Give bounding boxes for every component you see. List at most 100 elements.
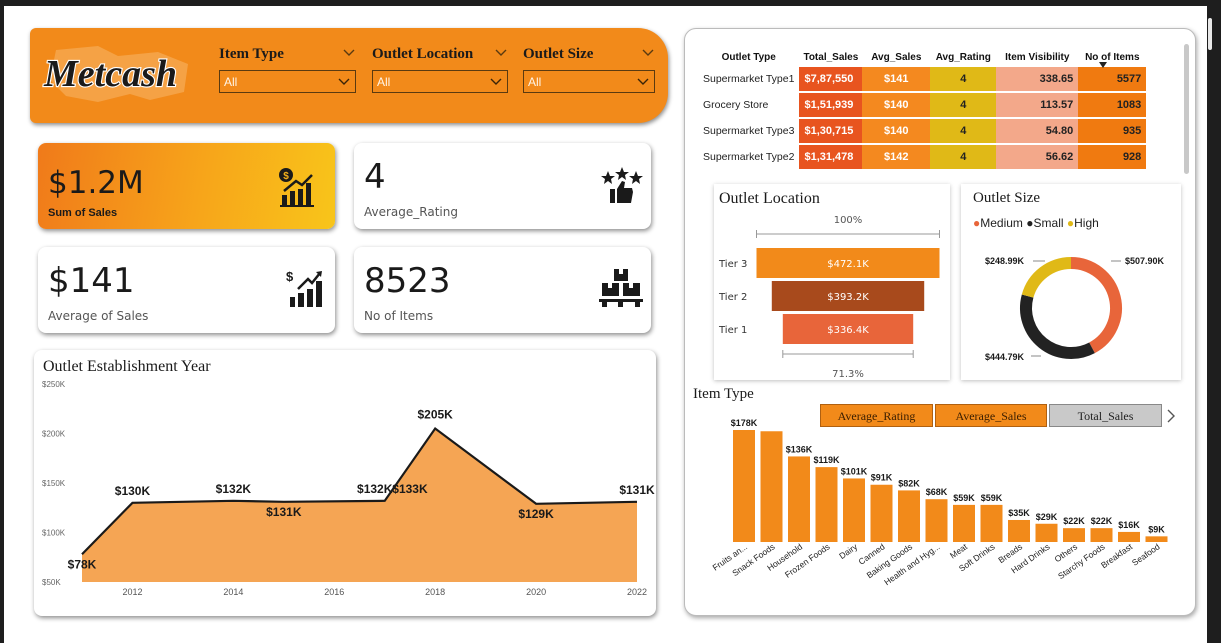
data-label: $132K: [216, 482, 252, 496]
kpi-sales-label: Sum of Sales: [48, 207, 118, 219]
matrix-row[interactable]: Grocery Store $1,51,939 $140 4 113.57 1083: [698, 93, 1147, 117]
matrix-cell: 113.57: [996, 93, 1079, 117]
kpi-sum-of-sales: $1.2M Sum of Sales $: [38, 143, 335, 229]
item-bar-label: $119K: [813, 455, 840, 465]
item-category-label: Breakfast: [1099, 541, 1135, 570]
item-bar: [843, 478, 865, 542]
matrix-row[interactable]: Supermarket Type1 $7,87,550 $141 4 338.65 557…: [698, 67, 1147, 91]
slicer-outlet-size-dropdown[interactable]: All: [523, 70, 655, 93]
item-bar-label: $178K: [731, 418, 758, 428]
establishment-year-title: Outlet Establishment Year: [43, 358, 211, 375]
matrix-cell: Supermarket Type1: [703, 73, 795, 85]
matrix-header[interactable]: Total_Sales: [803, 52, 859, 63]
x-tick-label: 2020: [526, 587, 546, 597]
stars-thumbs-up-icon: [601, 167, 643, 203]
chevron-right-icon[interactable]: [1166, 408, 1176, 424]
matrix-cell: $141: [862, 67, 931, 91]
slicer-item-type[interactable]: Item Type All: [219, 46, 356, 93]
legend-medium: Medium: [980, 216, 1023, 230]
outlet-size-legend: ●Medium ●Small ●High: [973, 216, 1099, 230]
window-scrollbar[interactable]: [1207, 0, 1221, 643]
chevron-down-icon[interactable]: [337, 75, 351, 89]
matrix-row[interactable]: Supermarket Type3 $1,30,715 $140 4 54.80 935: [698, 119, 1147, 143]
data-label: $133K: [392, 482, 428, 496]
x-tick-label: 2012: [122, 587, 142, 597]
item-bar-label: $91K: [871, 473, 893, 483]
item-bar-label: $82K: [898, 478, 920, 488]
item-bar-label: $101K: [841, 466, 868, 476]
matrix-cell: 935: [1078, 119, 1147, 143]
collapse-chevron-icon[interactable]: [641, 46, 655, 60]
data-label: $131K: [266, 505, 302, 519]
slicer-item-type-dropdown[interactable]: All: [219, 70, 356, 93]
item-bar-label: $22K: [1091, 516, 1113, 526]
matrix-cell: Supermarket Type2: [703, 151, 795, 163]
slicer-outlet-size[interactable]: Outlet Size All: [523, 46, 655, 93]
matrix-cell: $142: [862, 145, 931, 169]
funnel-category-label: Tier 2: [718, 292, 747, 303]
matrix-row[interactable]: Supermarket Type2 $1,31,478 $142 4 56.62 928: [698, 145, 1147, 169]
item-bar: [898, 490, 920, 542]
data-label: $132K: [357, 482, 393, 496]
outlet-location-title: Outlet Location: [719, 190, 820, 207]
item-bar: [1090, 528, 1113, 542]
data-label: $131K: [619, 483, 655, 497]
funnel-top-bracket: [756, 230, 940, 238]
average-sales-button[interactable]: Average_Sales: [935, 404, 1047, 427]
item-bar: [1008, 519, 1030, 542]
sort-descending-icon[interactable]: [1099, 62, 1107, 68]
outlet-type-matrix: Outlet Type Total_Sales Avg_Sales Avg_Ratin…: [698, 48, 1147, 171]
item-bar-label: $35K: [1008, 508, 1030, 518]
matrix-cell: 1083: [1078, 93, 1147, 117]
outlet-location-funnel: 100% $472.1K Tier 3 $393.2K Tier 2 $336.4K Tie…: [718, 215, 940, 380]
item-bar: [788, 456, 810, 542]
window-scrollbar-thumb[interactable]: [1208, 18, 1212, 50]
outlet-size-title: Outlet Size: [973, 190, 1041, 206]
chevron-down-icon[interactable]: [636, 75, 650, 89]
y-tick-label: $250K: [42, 380, 66, 389]
item-bar: [733, 430, 755, 542]
matrix-header[interactable]: Item Visibility: [1005, 52, 1070, 63]
chevron-down-icon[interactable]: [489, 75, 503, 89]
total-sales-button[interactable]: Total_Sales: [1049, 404, 1162, 427]
matrix-header[interactable]: Outlet Type: [721, 52, 776, 63]
slicer-outlet-size-label: Outlet Size: [523, 46, 594, 62]
item-bar-label: $22K: [1063, 516, 1085, 526]
kpi-no-of-items: 8523 No of Items: [354, 247, 651, 333]
matrix-header[interactable]: Avg_Sales: [871, 52, 922, 63]
collapse-chevron-icon[interactable]: [342, 46, 356, 60]
matrix-scrollbar[interactable]: [1184, 44, 1189, 174]
matrix-header[interactable]: No of Items: [1085, 52, 1140, 63]
kpi-average-of-sales: $141 Average of Sales $: [38, 247, 335, 333]
item-bar: [1035, 523, 1058, 542]
matrix-cell: 4: [930, 145, 997, 169]
slicer-outlet-location-label: Outlet Location: [372, 46, 474, 62]
matrix-cell: $140: [862, 119, 931, 143]
donut-slice: [1021, 257, 1072, 298]
matrix-header[interactable]: Avg_Rating: [935, 52, 991, 63]
slicer-outlet-location[interactable]: Outlet Location All: [372, 46, 508, 93]
collapse-chevron-icon[interactable]: [494, 46, 508, 60]
matrix-cell: 54.80: [996, 119, 1079, 143]
legend-high: High: [1074, 216, 1099, 230]
item-bar-label: $29K: [1036, 512, 1058, 522]
area-line: [81, 426, 638, 556]
item-category-label: Seafood: [1130, 541, 1162, 568]
funnel-bar-label: $336.4K: [827, 325, 869, 336]
slicer-outlet-location-value: All: [377, 75, 391, 89]
matrix-cell: $1,30,715: [799, 119, 863, 143]
funnel-category-label: Tier 1: [718, 325, 747, 336]
boxes-pallet-icon: [599, 269, 643, 307]
donut-slice: [1070, 257, 1122, 354]
average-rating-button[interactable]: Average_Rating: [820, 404, 933, 427]
item-bar: [1063, 528, 1085, 542]
kpi-sales-value: $1.2M: [48, 165, 144, 201]
item-bar: [815, 467, 838, 542]
slicer-outlet-location-dropdown[interactable]: All: [372, 70, 508, 93]
item-bar-label: $16K: [1118, 520, 1140, 530]
y-tick-label: $100K: [42, 529, 66, 538]
matrix-cell: $1,51,939: [799, 93, 863, 117]
kpi-rating-value: 4: [364, 157, 386, 197]
donut-label: $507.90K: [1125, 256, 1165, 266]
